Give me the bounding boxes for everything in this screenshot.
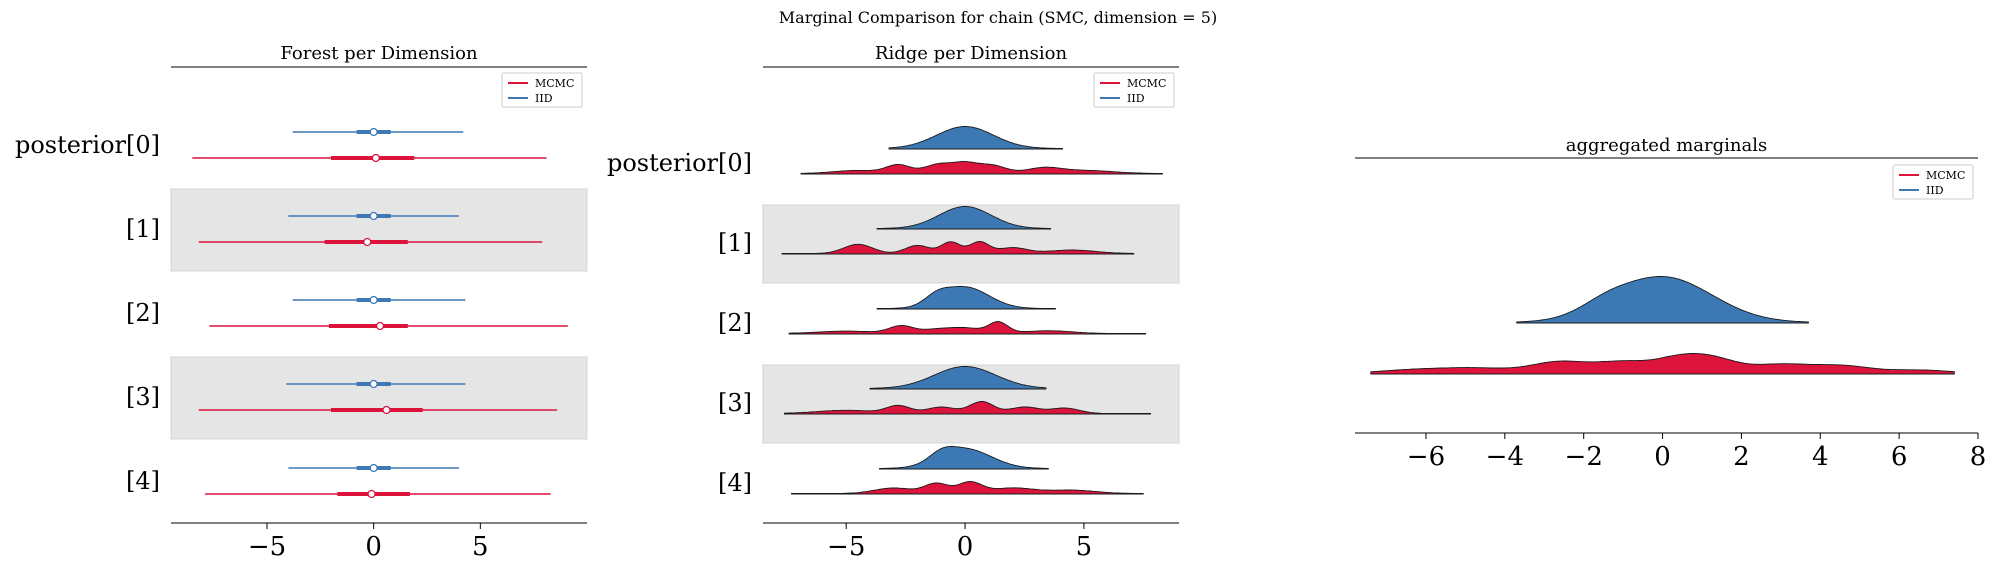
forest-median-mcmc xyxy=(363,237,372,247)
aggregated-x-tick-label: −6 xyxy=(1407,442,1445,472)
ridge-density-mcmc xyxy=(791,481,1144,495)
forest-row-label: posterior[0] xyxy=(15,131,160,159)
aggregated-density-iid xyxy=(1516,276,1809,324)
ridge-row-label: [2] xyxy=(718,309,752,337)
ridge-legend-label-mcmc: MCMC xyxy=(1127,77,1166,90)
figure-suptitle: Marginal Comparison for chain (SMC, dime… xyxy=(778,8,1218,27)
aggregated-title: aggregated marginals xyxy=(1566,135,1767,156)
aggregated-x-tick-label: 6 xyxy=(1891,442,1908,472)
ridge-density-iid xyxy=(869,366,1047,390)
forest-row-label: [3] xyxy=(126,383,160,411)
aggregated-x-tick-label: −4 xyxy=(1486,442,1524,472)
ridge-row-label: [4] xyxy=(718,469,752,497)
aggregated-x-tick-label: 4 xyxy=(1812,442,1829,472)
aggregated-density-mcmc xyxy=(1370,353,1955,375)
aggregated-x-tick-label: 2 xyxy=(1733,442,1750,472)
ridge-density-mcmc xyxy=(783,401,1151,415)
ridge-density-mcmc xyxy=(781,241,1135,255)
ridge-row-label: [1] xyxy=(718,229,752,257)
forest-legend-label-mcmc: MCMC xyxy=(535,77,574,90)
ridge-density-iid xyxy=(879,446,1049,470)
ridge-density-iid xyxy=(876,286,1056,310)
forest-median-iid xyxy=(369,295,378,305)
forest-row-label: [2] xyxy=(126,299,160,327)
forest-median-iid xyxy=(369,463,378,473)
forest-median-mcmc xyxy=(367,489,376,499)
ridge-row-label: [3] xyxy=(718,389,752,417)
ridge-legend-label-iid: IID xyxy=(1127,92,1145,105)
forest-title: Forest per Dimension xyxy=(280,43,478,64)
forest-median-iid xyxy=(369,127,378,137)
ridge-density-iid xyxy=(888,126,1063,150)
aggregated-x-tick-label: −2 xyxy=(1565,442,1603,472)
forest-median-mcmc xyxy=(375,321,385,331)
forest-median-iid xyxy=(369,211,378,221)
ridge-density-mcmc xyxy=(800,161,1163,175)
forest-row-label: [4] xyxy=(126,467,160,495)
ridge-x-tick-label: 5 xyxy=(1076,532,1093,562)
forest-row-label: [1] xyxy=(126,215,160,243)
forest-legend-label-iid: IID xyxy=(535,92,553,105)
ridge-title: Ridge per Dimension xyxy=(875,43,1068,64)
forest-x-tick-label: 0 xyxy=(365,532,382,562)
forest-median-mcmc xyxy=(371,153,380,163)
forest-x-tick-label: −5 xyxy=(248,532,286,562)
ridge-x-tick-label: −5 xyxy=(827,532,865,562)
forest-x-tick-label: 5 xyxy=(472,532,489,562)
aggregated-legend-label-mcmc: MCMC xyxy=(1926,169,1965,182)
aggregated-x-tick-label: 8 xyxy=(1970,442,1987,472)
forest-band xyxy=(170,188,588,272)
ridge-row-label: posterior[0] xyxy=(607,149,752,177)
ridge-x-tick-label: 0 xyxy=(957,532,974,562)
aggregated-x-tick-label: 0 xyxy=(1654,442,1671,472)
forest-band xyxy=(170,356,588,440)
ridge-density-iid xyxy=(876,206,1052,230)
forest-median-mcmc xyxy=(382,405,391,415)
forest-median-iid xyxy=(369,379,378,389)
aggregated-legend-label-iid: IID xyxy=(1926,184,1944,197)
ridge-density-mcmc xyxy=(788,321,1147,335)
